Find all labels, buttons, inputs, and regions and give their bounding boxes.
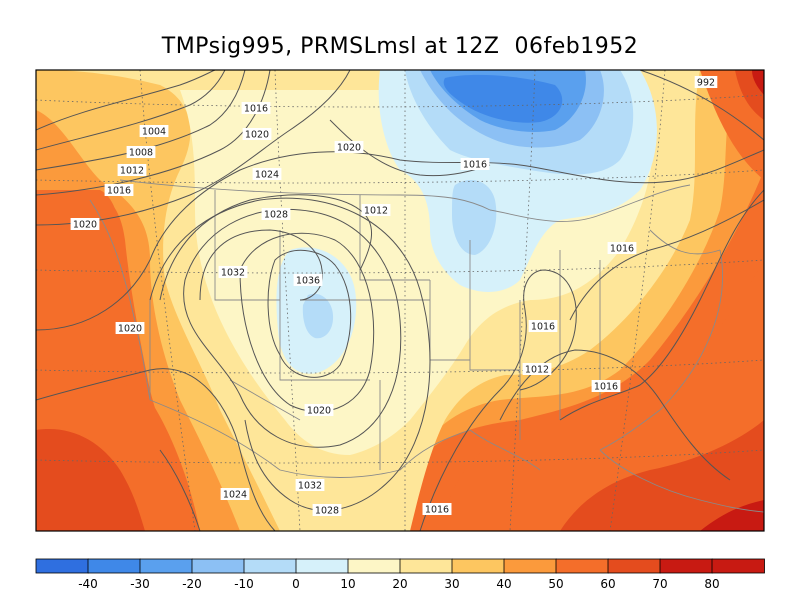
svg-text:1012: 1012 [364,206,388,217]
legend-tick-label: 70 [652,577,667,591]
legend-bin [139,558,193,574]
isobar-label: 1028 [261,208,291,221]
political-borders [89,179,764,513]
svg-text:1024: 1024 [223,490,247,501]
legend-tick-label: -40 [78,577,98,591]
isobar-label: 1012 [117,164,147,177]
fill-80-gulf [700,500,764,531]
isobar-label: 1032 [295,479,325,492]
svg-text:1016: 1016 [107,186,131,197]
legend-bin [295,558,349,574]
isobar-label: 1008 [126,146,156,159]
svg-text:992: 992 [697,78,715,89]
isobar-label: 1012 [522,363,552,376]
svg-text:1020: 1020 [73,220,97,231]
isobar-label: 1028 [312,504,342,517]
fill-0c [302,293,334,339]
fill-80-tr [752,70,764,95]
legend-bin [35,558,89,574]
isobar-label: 1016 [460,158,490,171]
isobar-label: 1024 [252,168,282,181]
svg-text:1032: 1032 [298,481,322,492]
isobar-label: 1020 [334,141,364,154]
svg-text:1020: 1020 [118,324,142,335]
legend-tick-label: 10 [340,577,355,591]
svg-text:1020: 1020 [307,406,331,417]
fill-0b [452,180,497,255]
isobar-label: 1024 [220,488,250,501]
isobar-label: 1016 [104,184,134,197]
legend-bin [243,558,297,574]
svg-text:1028: 1028 [264,210,288,221]
graticule [36,70,764,531]
legend-bin [659,558,713,574]
isobars [36,70,764,531]
fill-neg30 [443,74,563,123]
isobar-label: 1020 [242,128,272,141]
legend-bin [607,558,661,574]
isobar-label: 1004 [139,125,169,138]
svg-text:1020: 1020 [337,143,361,154]
svg-text:1012: 1012 [120,166,144,177]
svg-text:1020: 1020 [245,130,269,141]
legend-bin [503,558,557,574]
legend-bin [347,558,401,574]
legend-tick-label: -30 [130,577,150,591]
legend-bin [399,558,453,574]
isobar-label: 1016 [591,380,621,393]
isobar-label: 1012 [361,204,391,217]
legend-tick-label: 40 [496,577,511,591]
legend-tick-label: 60 [600,577,615,591]
svg-text:1016: 1016 [610,244,634,255]
legend-tick-label: 20 [392,577,407,591]
map-title: TMPsig995, PRMSLmsl at 12Z 06feb1952 [161,34,639,59]
svg-text:1028: 1028 [315,506,339,517]
svg-text:1016: 1016 [463,160,487,171]
legend-bin [451,558,505,574]
isobar-label: 1032 [218,266,248,279]
legend-tick-label: 80 [704,577,719,591]
svg-text:1016: 1016 [594,382,618,393]
legend-bin [711,558,765,574]
svg-text:1032: 1032 [221,268,245,279]
isobar-labels: 992 1004 1008 1012 1016 1016 1020 1024 1016 1020 1… [70,76,718,517]
isobar-label: 1036 [293,274,323,287]
legend-tick-label: -20 [182,577,202,591]
svg-text:1016: 1016 [425,505,449,516]
legend-bin [191,558,245,574]
legend-bin [555,558,609,574]
isobar-label: 1016 [241,102,271,115]
isobar-label: 1020 [304,404,334,417]
svg-text:1024: 1024 [255,170,279,181]
svg-text:1016: 1016 [244,104,268,115]
isobar-label: 1020 [115,322,145,335]
isobar-label: 1016 [607,242,637,255]
legend-bin [87,558,141,574]
svg-text:1016: 1016 [531,322,555,333]
legend-tick-label: 50 [548,577,563,591]
legend-tick-label: 30 [444,577,459,591]
isobar-label: 1016 [528,320,558,333]
map-frame [35,69,765,532]
isobar-label: 992 [694,76,718,89]
isobar-label: 1016 [422,503,452,516]
svg-text:1008: 1008 [129,148,153,159]
svg-text:1036: 1036 [296,276,320,287]
fill-70-ll [36,429,145,531]
svg-text:1012: 1012 [525,365,549,376]
isobar-label: 1020 [70,218,100,231]
legend-tick-label: -10 [234,577,254,591]
legend-tick-label: 0 [292,577,300,591]
fill-60-sw [36,190,125,376]
svg-text:1004: 1004 [142,127,166,138]
